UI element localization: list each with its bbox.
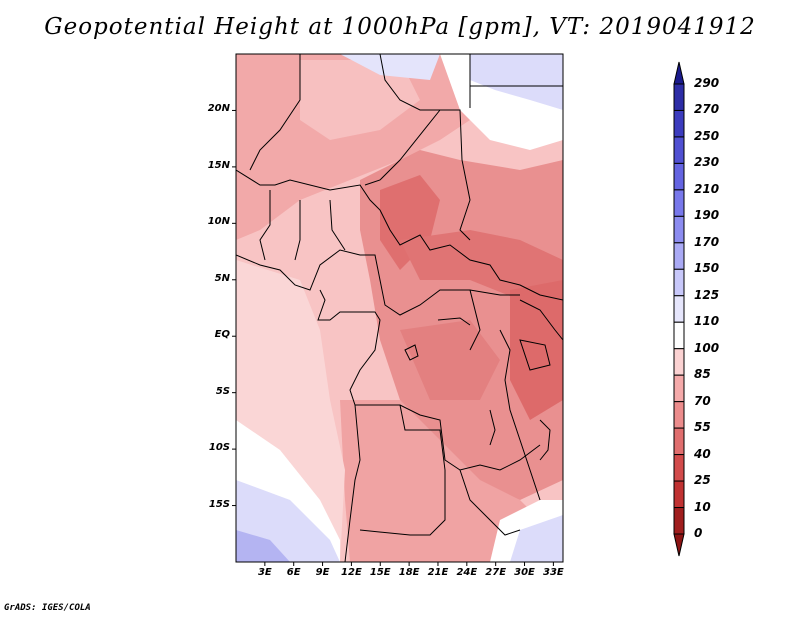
latitude-ticks bbox=[232, 109, 236, 507]
colorbar-level-label: 100 bbox=[694, 340, 720, 355]
colorbar-swatch bbox=[673, 480, 685, 509]
lon-tick-label: 9E bbox=[315, 567, 330, 578]
colorbar-swatch bbox=[673, 215, 685, 244]
colorbar-swatch bbox=[673, 268, 685, 297]
colorbar-level-label: 150 bbox=[694, 261, 720, 276]
lon-tick-label: 33E bbox=[543, 567, 564, 578]
lat-tick-label: 15S bbox=[208, 498, 230, 510]
lon-tick-label: 21E bbox=[427, 567, 449, 578]
lon-tick-label: 3E bbox=[257, 567, 272, 578]
colorbar-swatch bbox=[673, 348, 685, 376]
colorbar-level-label: 85 bbox=[694, 367, 711, 382]
colorbar-level-label: 270 bbox=[694, 102, 720, 117]
map-frame bbox=[235, 53, 564, 563]
lon-tick-label: 12E bbox=[341, 567, 362, 578]
lat-tick-label: EQ bbox=[214, 329, 230, 341]
field-southwest-blue bbox=[236, 530, 290, 562]
country-borders bbox=[236, 54, 563, 562]
lat-tick-label: 10S bbox=[208, 442, 230, 454]
colorbar-swatch bbox=[673, 189, 685, 217]
longitude-ticks bbox=[264, 562, 554, 566]
lon-tick-label: 30E bbox=[514, 567, 535, 578]
colorbar-level-label: 210 bbox=[694, 181, 720, 196]
colorbar-level-label: 70 bbox=[694, 393, 711, 408]
colorbar-level-label: 230 bbox=[694, 155, 720, 170]
colorbar-swatch bbox=[673, 454, 685, 482]
field-north-lavender bbox=[340, 54, 440, 80]
colorbar-level-label: 10 bbox=[694, 499, 711, 514]
colorbar-swatch bbox=[673, 427, 685, 456]
lon-tick-label: 24E bbox=[456, 567, 478, 578]
colorbar-swatch bbox=[673, 162, 685, 191]
colorbar-swatch bbox=[673, 83, 685, 111]
colorbar-level-label: 40 bbox=[694, 446, 711, 461]
field-core-eastafrica bbox=[510, 280, 563, 420]
field-northeast-lavender bbox=[470, 54, 563, 110]
lon-tick-label: 6E bbox=[286, 567, 301, 578]
colorbar-level-label: 110 bbox=[694, 314, 720, 329]
colorbar-swatch bbox=[673, 374, 685, 403]
colorbar-swatch bbox=[673, 321, 685, 350]
lat-tick-label: 10N bbox=[207, 216, 230, 228]
colorbar-top-arrow bbox=[673, 61, 685, 85]
field-southeast-lavender bbox=[510, 515, 563, 562]
lon-tick-label: 18E bbox=[398, 567, 420, 578]
colorbar-level-label: 190 bbox=[694, 208, 720, 223]
lat-tick-label: 5N bbox=[214, 272, 230, 284]
colorbar-level-label: 0 bbox=[694, 526, 703, 540]
colorbar-swatch bbox=[673, 401, 685, 429]
field-south-medium bbox=[340, 400, 540, 562]
colorbar bbox=[673, 61, 685, 557]
lat-tick-label: 5S bbox=[215, 385, 230, 397]
colorbar-level-label: 170 bbox=[694, 234, 720, 249]
map-title: Geopotential Height at 1000hPa [gpm], VT… bbox=[44, 14, 756, 40]
colorbar-swatch bbox=[673, 242, 685, 270]
map-field bbox=[236, 54, 563, 562]
grads-credit: GrADS: IGES/COLA bbox=[4, 603, 91, 613]
colorbar-level-label: 290 bbox=[694, 76, 720, 90]
colorbar-swatch bbox=[673, 295, 685, 323]
colorbar-level-label: 25 bbox=[694, 473, 711, 488]
lat-tick-label: 15N bbox=[207, 159, 230, 171]
lon-tick-label: 27E bbox=[485, 567, 507, 578]
colorbar-swatch bbox=[673, 109, 685, 138]
lon-tick-label: 15E bbox=[369, 567, 391, 578]
colorbar-bottom-arrow bbox=[673, 533, 685, 557]
field-sahara-light bbox=[300, 60, 420, 140]
colorbar-level-label: 125 bbox=[694, 287, 720, 302]
colorbar-swatch bbox=[673, 507, 685, 535]
colorbar-level-label: 250 bbox=[694, 128, 720, 143]
lat-tick-label: 20N bbox=[207, 103, 230, 115]
field-core-chad bbox=[380, 175, 440, 270]
colorbar-swatch bbox=[673, 136, 685, 164]
colorbar-level-label: 55 bbox=[694, 420, 711, 435]
